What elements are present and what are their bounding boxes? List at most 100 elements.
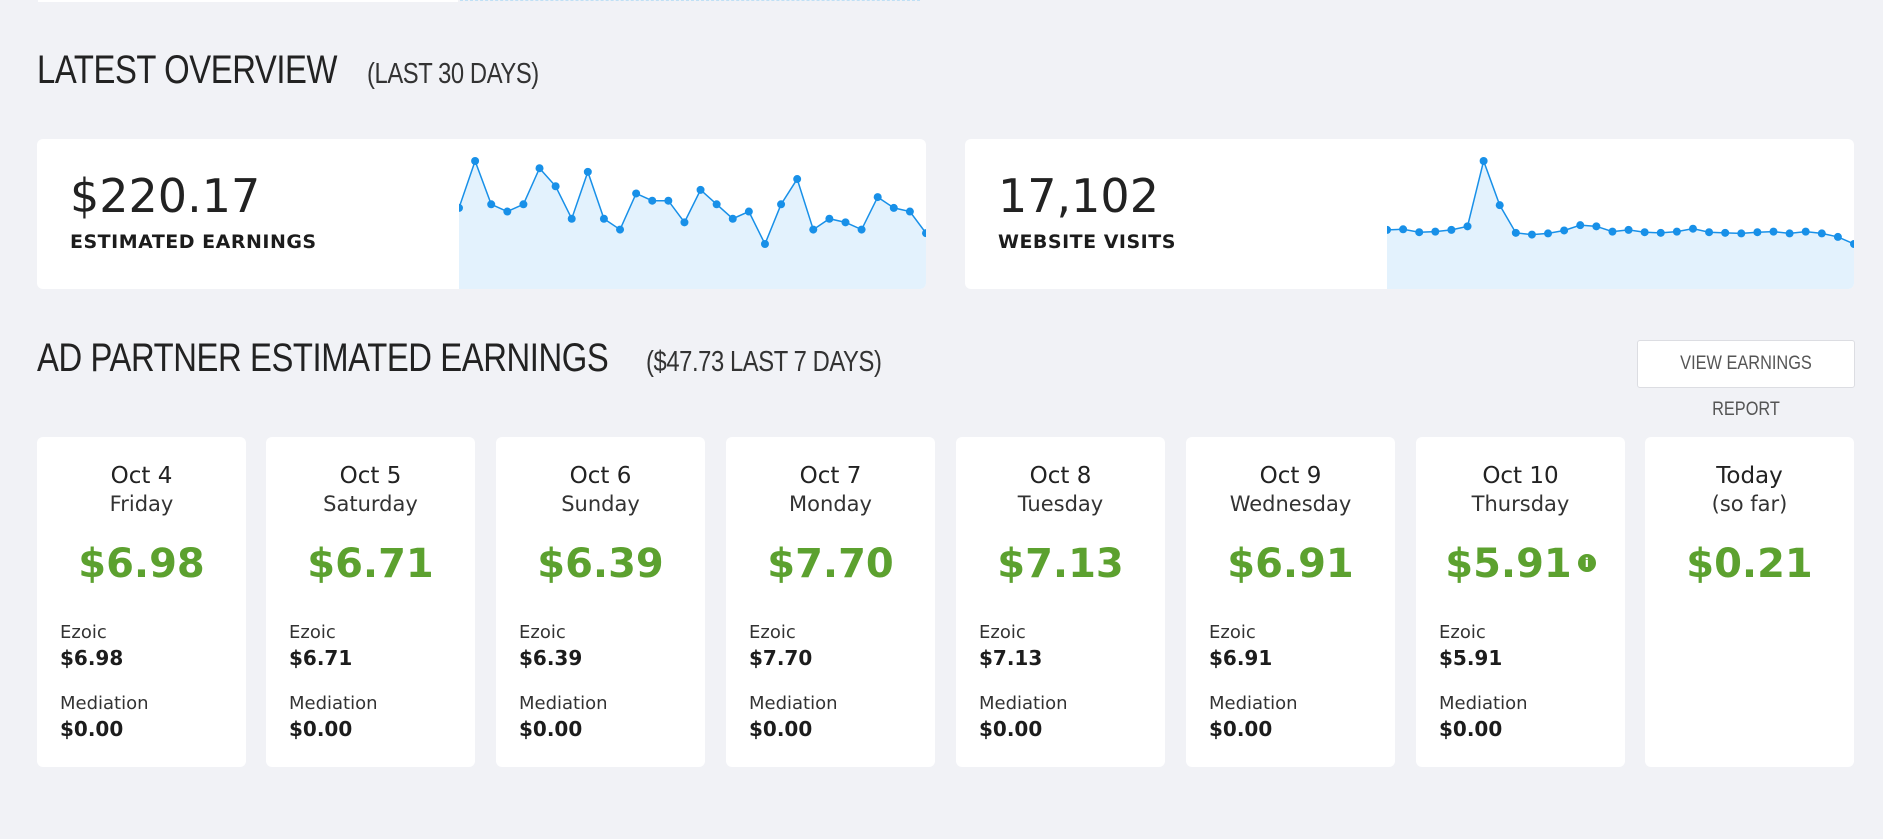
visits-sparkline-point[interactable]: [1672, 227, 1681, 236]
earnings-sparkline-point[interactable]: [825, 214, 834, 223]
visits-sparkline-point[interactable]: [1387, 225, 1391, 234]
day-weekday: Monday: [789, 492, 872, 516]
earnings-sparkline-point[interactable]: [728, 214, 737, 223]
visits-sparkline: [1387, 157, 1854, 289]
day-total: $5.91: [1445, 541, 1572, 587]
visits-sparkline-point[interactable]: [1592, 222, 1601, 231]
overview-heading: LATEST OVERVIEW (LAST 30 DAYS): [37, 48, 576, 93]
visits-sparkline-point[interactable]: [1527, 230, 1536, 239]
visits-sparkline-point[interactable]: [1495, 201, 1504, 210]
earnings-sparkline-point[interactable]: [535, 164, 544, 173]
earnings-sparkline-point[interactable]: [648, 196, 657, 205]
earnings-sparkline-point[interactable]: [567, 214, 576, 223]
ezoic-label: Ezoic: [1439, 622, 1486, 643]
earnings-sparkline-point[interactable]: [459, 203, 463, 212]
visits-sparkline-point[interactable]: [1624, 225, 1633, 234]
day-card-oct-7[interactable]: Oct 7 Monday $7.70 Ezoic $7.70 Mediation…: [726, 437, 935, 767]
visits-sparkline-point[interactable]: [1769, 227, 1778, 236]
visits-sparkline-point[interactable]: [1544, 229, 1553, 238]
earnings-sparkline-point[interactable]: [793, 175, 802, 184]
visits-sparkline-point[interactable]: [1737, 229, 1746, 238]
day-card-oct-10[interactable]: Oct 10 Thursday $5.91 i Ezoic $5.91 Media…: [1416, 437, 1625, 767]
view-earnings-report-button[interactable]: VIEW EARNINGS REPORT: [1637, 340, 1855, 420]
day-total: $7.70: [767, 541, 894, 587]
visits-sparkline-point[interactable]: [1463, 222, 1472, 231]
ezoic-label: Ezoic: [1209, 622, 1256, 643]
earnings-sparkline-point[interactable]: [487, 200, 496, 209]
day-card-oct-6[interactable]: Oct 6 Sunday $6.39 Ezoic $6.39 Mediation…: [496, 437, 705, 767]
earnings-sparkline-point[interactable]: [696, 185, 705, 194]
earnings-sparkline-point[interactable]: [889, 203, 898, 212]
day-card-today[interactable]: Today (so far) $0.21: [1645, 437, 1854, 767]
earnings-value: $220.17: [70, 169, 261, 223]
earnings-sparkline-point[interactable]: [632, 189, 641, 198]
day-total: $6.39: [537, 541, 664, 587]
earnings-sparkline-point[interactable]: [841, 218, 850, 227]
earnings-sparkline-point[interactable]: [680, 218, 689, 227]
visits-sparkline-point[interactable]: [1431, 227, 1440, 236]
day-card-oct-8[interactable]: Oct 8 Tuesday $7.13 Ezoic $7.13 Mediatio…: [956, 437, 1165, 767]
visits-sparkline-point[interactable]: [1833, 232, 1842, 241]
visits-sparkline-point[interactable]: [1850, 240, 1854, 248]
earnings-sparkline-point[interactable]: [744, 207, 753, 216]
top-divider: [38, 0, 458, 2]
day-card-oct-5[interactable]: Oct 5 Saturday $6.71 Ezoic $6.71 Mediati…: [266, 437, 475, 767]
day-date: Oct 5: [339, 463, 402, 489]
visits-sparkline-point[interactable]: [1801, 227, 1810, 236]
earnings-sparkline-point[interactable]: [471, 157, 480, 165]
visits-card[interactable]: 17,102 WEBSITE VISITS: [965, 139, 1854, 289]
day-card-oct-4[interactable]: Oct 4 Friday $6.98 Ezoic $6.98 Mediation…: [37, 437, 246, 767]
visits-sparkline-point[interactable]: [1479, 157, 1488, 165]
earnings-card[interactable]: $220.17 ESTIMATED EARNINGS: [37, 139, 926, 289]
earnings-sparkline: [459, 157, 926, 289]
visits-sparkline-point[interactable]: [1608, 227, 1617, 236]
earnings-sparkline-point[interactable]: [857, 225, 866, 234]
earnings-sparkline-point[interactable]: [712, 200, 721, 209]
top-divider-dashed: [460, 0, 920, 2]
mediation-value: $0.00: [1209, 717, 1273, 741]
visits-sparkline-point[interactable]: [1688, 224, 1697, 233]
partner-title: AD PARTNER ESTIMATED EARNINGS: [37, 336, 609, 380]
earnings-sparkline-point[interactable]: [551, 182, 560, 191]
earnings-sparkline-point[interactable]: [777, 200, 786, 209]
day-total: $6.98: [78, 541, 205, 587]
visits-sparkline-point[interactable]: [1447, 225, 1456, 234]
day-total-row: $5.91 i: [1416, 541, 1625, 587]
ezoic-value: $7.70: [749, 646, 813, 670]
visits-sparkline-point[interactable]: [1705, 228, 1714, 237]
visits-sparkline-point[interactable]: [1721, 228, 1730, 237]
earnings-sparkline-point[interactable]: [519, 200, 528, 209]
visits-sparkline-point[interactable]: [1640, 228, 1649, 237]
earnings-sparkline-point[interactable]: [760, 240, 769, 248]
visits-sparkline-point[interactable]: [1415, 228, 1424, 237]
day-date: Today: [1716, 463, 1783, 489]
visits-sparkline-point[interactable]: [1656, 228, 1665, 237]
day-total: $7.13: [997, 541, 1124, 587]
visits-label: WEBSITE VISITS: [998, 231, 1176, 253]
visits-sparkline-point[interactable]: [1785, 229, 1794, 238]
earnings-sparkline-point[interactable]: [809, 225, 818, 234]
visits-sparkline-point[interactable]: [1560, 226, 1569, 235]
ezoic-value: $5.91: [1439, 646, 1503, 670]
earnings-sparkline-point[interactable]: [664, 196, 673, 205]
overview-title: LATEST OVERVIEW: [37, 48, 338, 92]
earnings-sparkline-point[interactable]: [922, 229, 926, 238]
ezoic-label: Ezoic: [60, 622, 107, 643]
earnings-sparkline-point[interactable]: [905, 207, 914, 216]
earnings-sparkline-point[interactable]: [503, 207, 512, 216]
day-card-oct-9[interactable]: Oct 9 Wednesday $6.91 Ezoic $6.91 Mediat…: [1186, 437, 1395, 767]
day-date: Oct 4: [110, 463, 173, 489]
info-icon[interactable]: i: [1577, 554, 1596, 572]
visits-sparkline-point[interactable]: [1753, 228, 1762, 237]
ezoic-value: $6.71: [289, 646, 353, 670]
partner-heading: AD PARTNER ESTIMATED EARNINGS ($47.73 LA…: [37, 336, 933, 381]
visits-sparkline-point[interactable]: [1399, 225, 1408, 234]
visits-sparkline-point[interactable]: [1511, 228, 1520, 237]
earnings-sparkline-point[interactable]: [583, 167, 592, 176]
view-earnings-report-label: VIEW EARNINGS REPORT: [1680, 353, 1812, 420]
visits-sparkline-point[interactable]: [1817, 229, 1826, 238]
visits-sparkline-point[interactable]: [1576, 221, 1585, 230]
earnings-sparkline-point[interactable]: [616, 225, 625, 234]
earnings-sparkline-point[interactable]: [873, 193, 882, 202]
earnings-sparkline-point[interactable]: [599, 214, 608, 223]
